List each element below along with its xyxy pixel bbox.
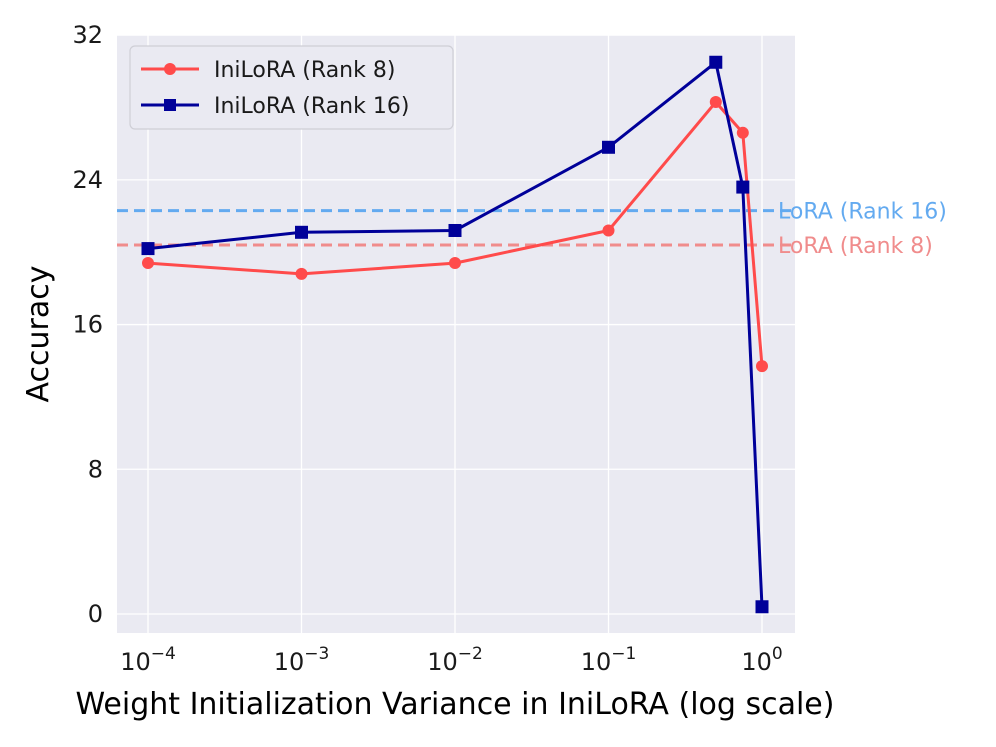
legend: IniLoRA (Rank 8) IniLoRA (Rank 16)	[129, 45, 454, 130]
legend-marker-rank-8	[164, 63, 176, 75]
data-point	[449, 257, 461, 270]
series-group	[141, 55, 769, 614]
legend-box	[129, 45, 454, 130]
data-point	[448, 223, 462, 237]
x-tick-label: 10−4	[120, 644, 176, 676]
reference-lines: LoRA (Rank 16) LoRA (Rank 8)	[117, 200, 947, 259]
data-point	[295, 267, 308, 280]
y-tick-label: 24	[72, 166, 103, 194]
legend-marker-rank-16	[164, 99, 176, 111]
data-point	[602, 224, 615, 237]
data-point	[295, 225, 308, 239]
gridlines	[117, 34, 795, 633]
legend-label-rank-8: IniLoRA (Rank 8)	[214, 58, 395, 83]
reference-label: LoRA (Rank 16)	[778, 200, 947, 225]
y-tick-label: 8	[88, 455, 103, 483]
x-tick-label: 10−3	[274, 644, 330, 676]
data-point	[736, 180, 750, 194]
y-tick-label: 32	[72, 21, 103, 49]
data-point	[736, 126, 749, 139]
data-point	[142, 257, 154, 270]
legend-label-rank-16: IniLoRA (Rank 16)	[214, 94, 409, 119]
x-tick-label: 100	[741, 644, 782, 676]
plot-area	[117, 35, 795, 633]
data-point	[755, 600, 769, 614]
data-point	[756, 360, 768, 373]
x-tick-labels: 10−4 10−3 10−2 10−1 100	[120, 644, 782, 676]
reference-label: LoRA (Rank 8)	[778, 234, 933, 259]
y-tick-labels: 0 8 16 24 32	[72, 21, 103, 628]
data-point	[141, 242, 155, 256]
y-axis-label: Accuracy	[21, 266, 56, 403]
y-tick-label: 16	[72, 311, 103, 339]
data-point	[602, 140, 615, 154]
x-tick-label: 10−1	[581, 644, 637, 676]
data-point	[709, 96, 722, 109]
x-axis-label: Weight Initialization Variance in IniLoR…	[76, 687, 835, 722]
x-tick-label: 10−2	[427, 644, 483, 676]
y-tick-label: 0	[88, 600, 103, 628]
data-point	[709, 55, 723, 69]
